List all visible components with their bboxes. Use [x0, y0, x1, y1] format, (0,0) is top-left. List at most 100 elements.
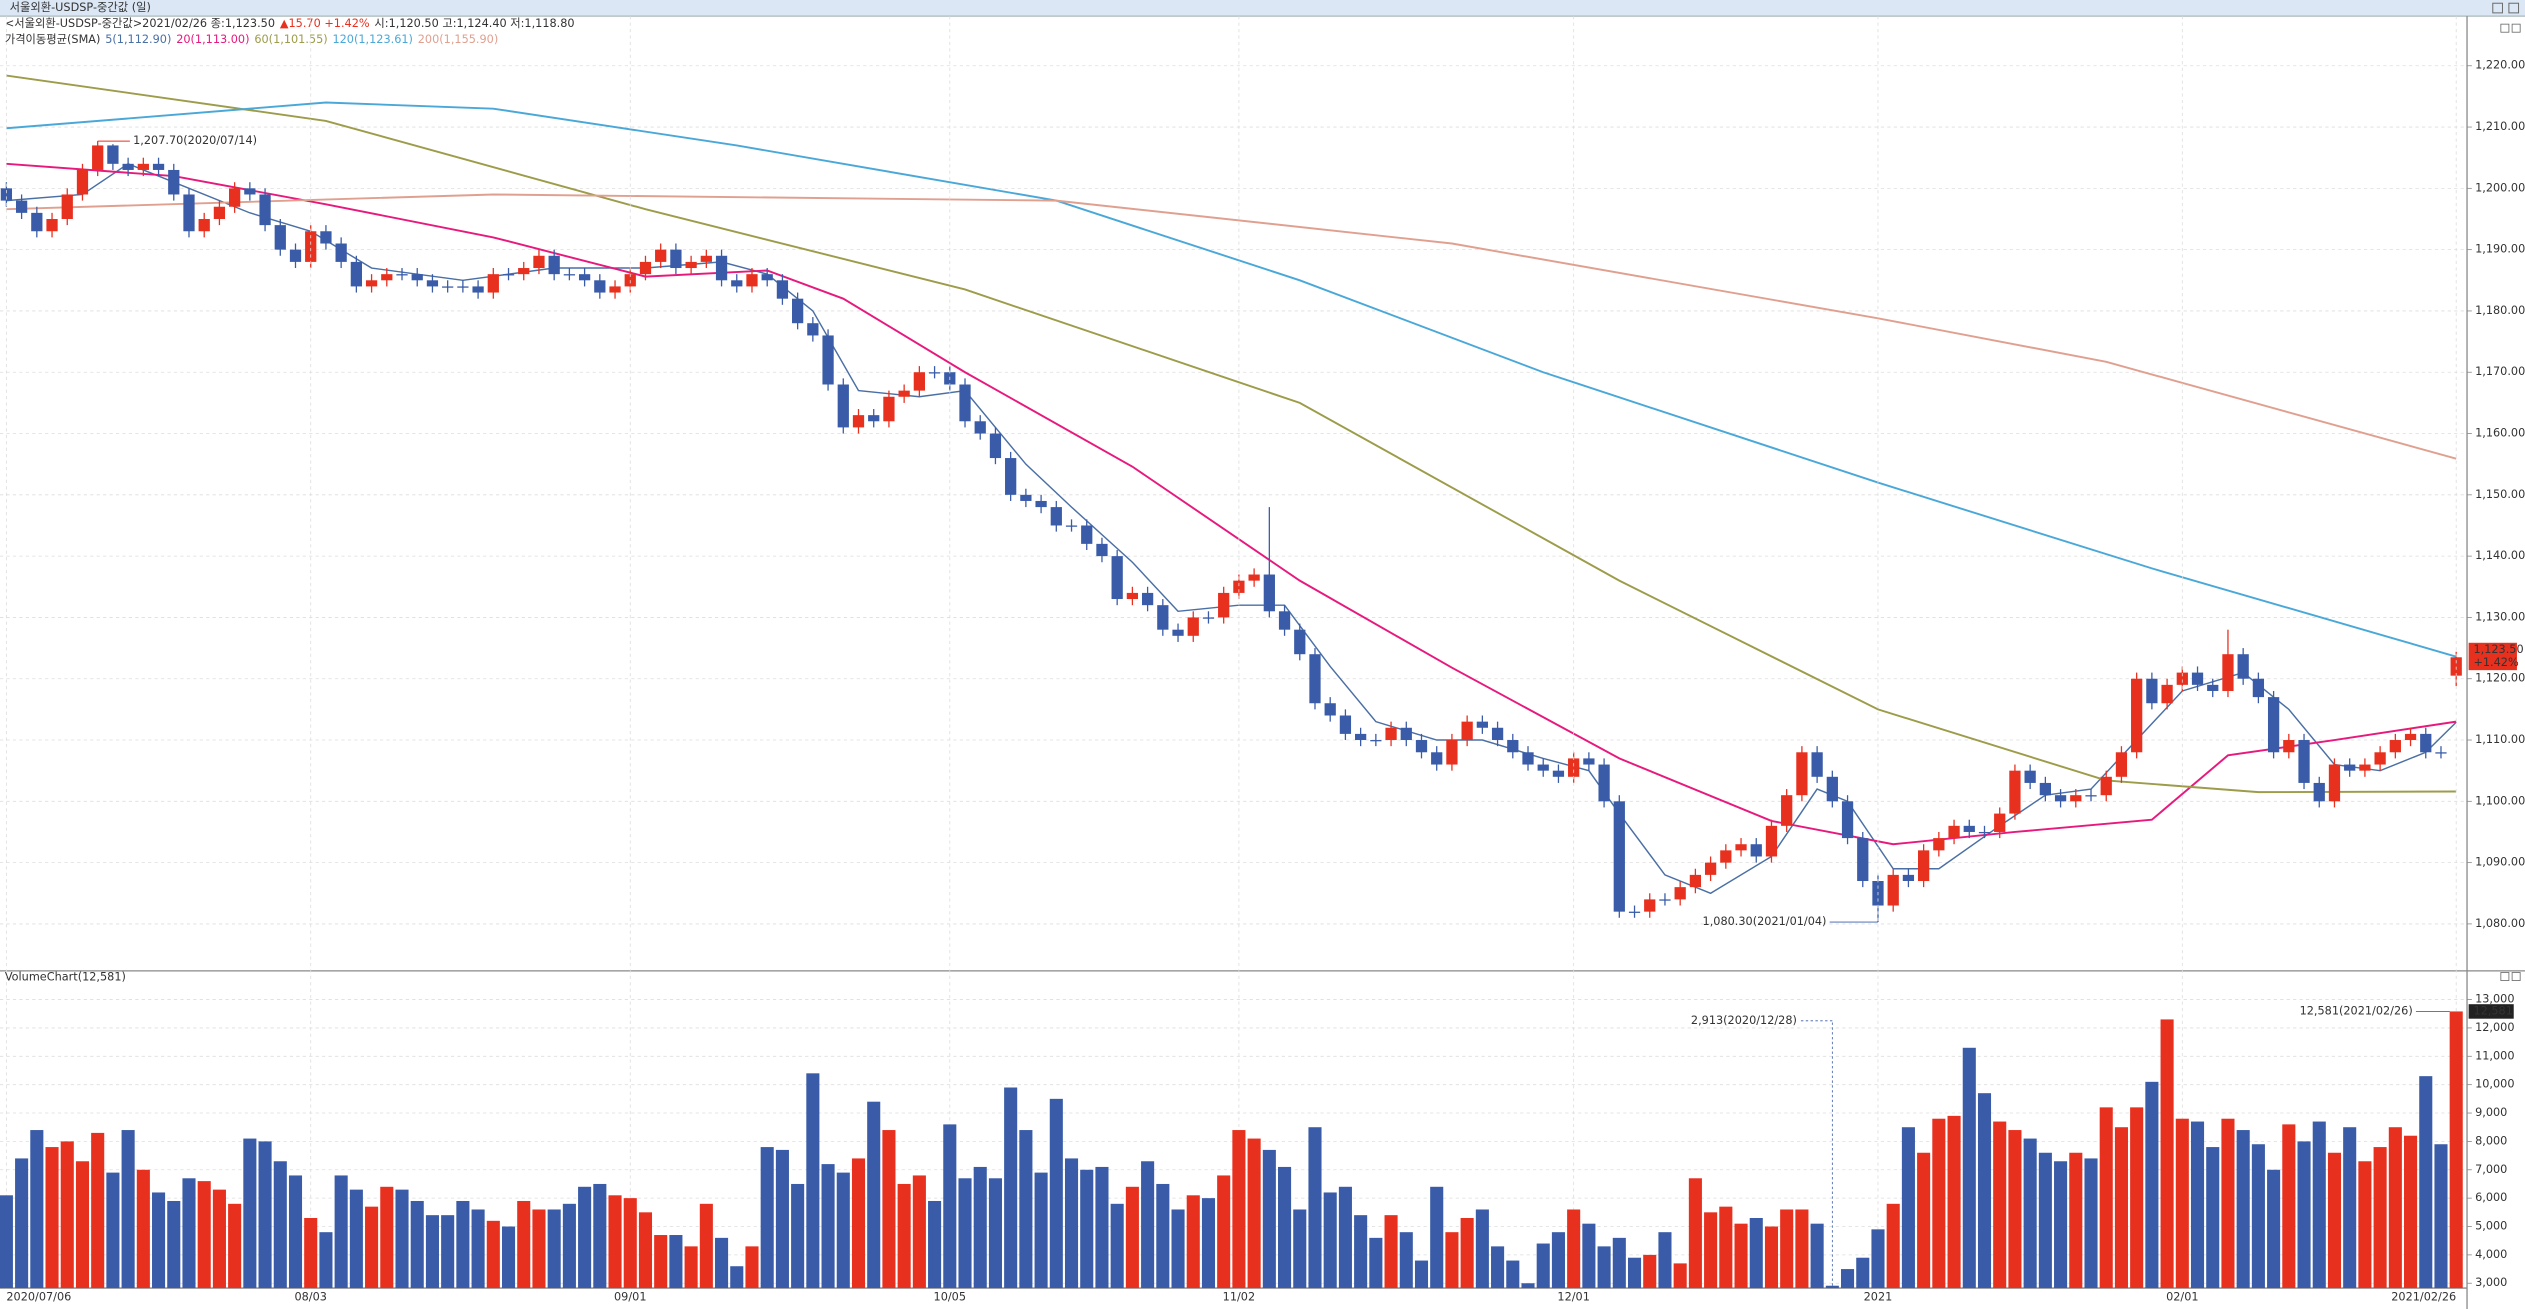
legend-entry: 120(1,123.61) [332, 33, 412, 46]
candle-body [1126, 592, 1139, 600]
candle-body [2115, 752, 2128, 777]
candle-body [594, 280, 606, 293]
maximize-button[interactable] [2492, 2, 2503, 14]
candle-body [837, 384, 849, 428]
candle-body [1218, 592, 1230, 618]
volume-bar [91, 1132, 105, 1289]
volume-bar [1034, 1172, 1048, 1289]
panel-button[interactable] [2500, 972, 2510, 981]
volume-bar [1962, 1047, 1976, 1289]
candle-body [2207, 684, 2219, 691]
volume-bar [2114, 1127, 2128, 1289]
volume-bar [2312, 1121, 2326, 1289]
candle-body [1370, 740, 1382, 742]
volume-bar [1764, 1226, 1779, 1289]
annotation: 1,080.30(2021/01/04) [1703, 915, 1827, 928]
volume-bar [2236, 1130, 2250, 1289]
volume-bar [1749, 1217, 1763, 1289]
volume-bar [441, 1215, 455, 1289]
candle-body [1050, 507, 1062, 526]
volume-bar [75, 1161, 90, 1289]
volume-bar [532, 1209, 546, 1289]
candle-body [2252, 678, 2265, 698]
volume-bar [1064, 1158, 1079, 1289]
panel-button[interactable] [2511, 23, 2521, 33]
candle-body [639, 261, 652, 275]
volume-bar [1171, 1209, 1185, 1289]
volume-bar [365, 1206, 379, 1289]
volume-bar [2084, 1158, 2098, 1289]
y-tick-label: 1,200.00 [2475, 181, 2525, 194]
volume-bar [212, 1189, 226, 1289]
volume-bar [836, 1172, 850, 1289]
volume-bar [1582, 1223, 1596, 1289]
y-tick-label: 9,000 [2475, 1106, 2507, 1119]
volume-bar [1125, 1186, 1139, 1289]
candle-body [244, 188, 256, 195]
volume-bar [1521, 1283, 1535, 1289]
candle-body [1476, 721, 1488, 728]
volume-bar [1247, 1138, 1261, 1289]
candle-body [411, 274, 423, 281]
candle-body [92, 145, 104, 170]
candle-body [1552, 770, 1565, 777]
y-tick-label: 7,000 [2475, 1163, 2507, 1176]
panel-button[interactable] [2511, 972, 2521, 981]
volume-bar [380, 1186, 394, 1289]
candle-body [974, 421, 986, 434]
last-volume-tag [2468, 1004, 2514, 1019]
candle-body [2161, 684, 2173, 704]
volume-bar [2251, 1144, 2265, 1289]
volume-bar [319, 1232, 333, 1289]
volume-bar [1491, 1246, 1505, 1289]
volume-bar [2008, 1130, 2022, 1289]
volume-bar [2449, 1011, 2463, 1289]
volume-bar [517, 1200, 531, 1289]
candle-body [1765, 825, 1778, 857]
candle-body [1613, 801, 1625, 912]
candle-body [2054, 795, 2067, 802]
candle-body [1248, 574, 1260, 581]
candle-body [852, 415, 865, 428]
candle-body [1278, 611, 1291, 630]
candle-body [1339, 715, 1352, 734]
candle-body [107, 145, 119, 164]
volume-bar [136, 1169, 150, 1289]
y-tick-label: 5,000 [2475, 1220, 2507, 1233]
candle-body [1887, 874, 1899, 906]
y-tick-label: 13,000 [2475, 993, 2514, 1006]
last-change: +1.42% [2473, 656, 2519, 669]
candle-body [2328, 764, 2341, 802]
x-tick-label: 10/05 [934, 1291, 966, 1304]
volume-bar [2190, 1121, 2205, 1289]
candle-body [1568, 758, 1580, 777]
candle-body [320, 231, 332, 244]
candle-body [761, 274, 773, 281]
candle-body [1704, 862, 1717, 875]
volume-bar [1673, 1263, 1687, 1289]
volume-bar [228, 1203, 242, 1289]
volume-bar [1825, 1285, 1839, 1289]
volume-bar [730, 1266, 744, 1289]
candle-body [898, 390, 910, 397]
candle-body [2009, 770, 2021, 814]
volume-bar [15, 1158, 29, 1289]
volume-bar [1217, 1175, 1231, 1289]
candle-body [1065, 525, 1078, 527]
candle-body [609, 286, 621, 293]
y-tick-label: 4,000 [2475, 1248, 2507, 1261]
volume-bar [1993, 1121, 2007, 1289]
candle-body [1644, 899, 1656, 912]
candle-body [2283, 740, 2295, 753]
volume-bar [2297, 1141, 2311, 1289]
y-tick-label: 1,080.00 [2475, 917, 2525, 930]
candle-body [2237, 654, 2249, 679]
candle-body [655, 249, 667, 262]
candle-body [122, 163, 134, 170]
y-tick-label: 1,120.00 [2475, 672, 2525, 685]
panel-button[interactable] [2500, 23, 2510, 33]
candle-body [2131, 678, 2143, 753]
volume-bar [1901, 1127, 1915, 1289]
candle-body [1963, 825, 1975, 832]
close-button[interactable] [2508, 2, 2520, 14]
